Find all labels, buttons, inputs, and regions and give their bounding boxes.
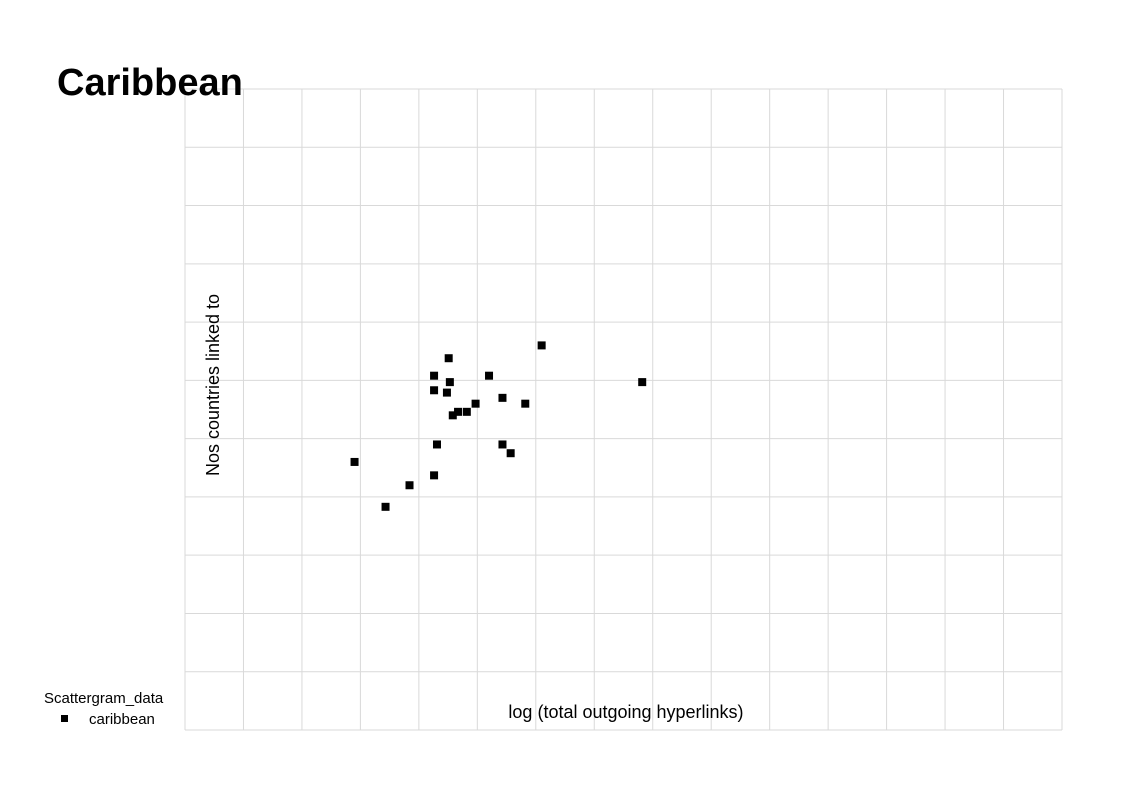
scatter-point <box>430 471 439 480</box>
scatter-point <box>498 393 507 402</box>
scatter-point <box>471 399 480 408</box>
scatter-point <box>430 386 439 395</box>
legend: Scattergram_data caribbean <box>44 690 164 728</box>
scatter-point <box>442 388 451 397</box>
scatter-point <box>498 440 507 449</box>
scatter-point <box>448 411 457 420</box>
scatter-point <box>638 378 647 387</box>
scatter-point <box>506 449 515 458</box>
legend-title: Scattergram_data <box>44 690 164 707</box>
scatter-point <box>537 341 546 350</box>
scatter-point <box>350 457 359 466</box>
x-axis-label: log (total outgoing hyperlinks) <box>508 702 743 722</box>
scatter-point <box>381 502 390 511</box>
data-points <box>350 341 647 511</box>
scatter-point <box>454 407 463 416</box>
scatter-point <box>485 371 494 380</box>
grid-lines <box>184 88 1063 731</box>
scatter-point <box>405 481 414 490</box>
legend-marker-caribbean <box>61 715 68 722</box>
scatter-point <box>521 399 530 408</box>
scatter-point <box>430 371 439 380</box>
chart-title: Caribbean <box>57 62 243 104</box>
legend-entry-caribbean: caribbean <box>89 711 155 728</box>
scatter-point <box>444 354 453 363</box>
y-axis-label: Nos countries linked to <box>203 294 223 476</box>
scatter-point <box>432 440 441 449</box>
scatter-point <box>445 378 454 387</box>
scatter-point <box>462 407 471 416</box>
